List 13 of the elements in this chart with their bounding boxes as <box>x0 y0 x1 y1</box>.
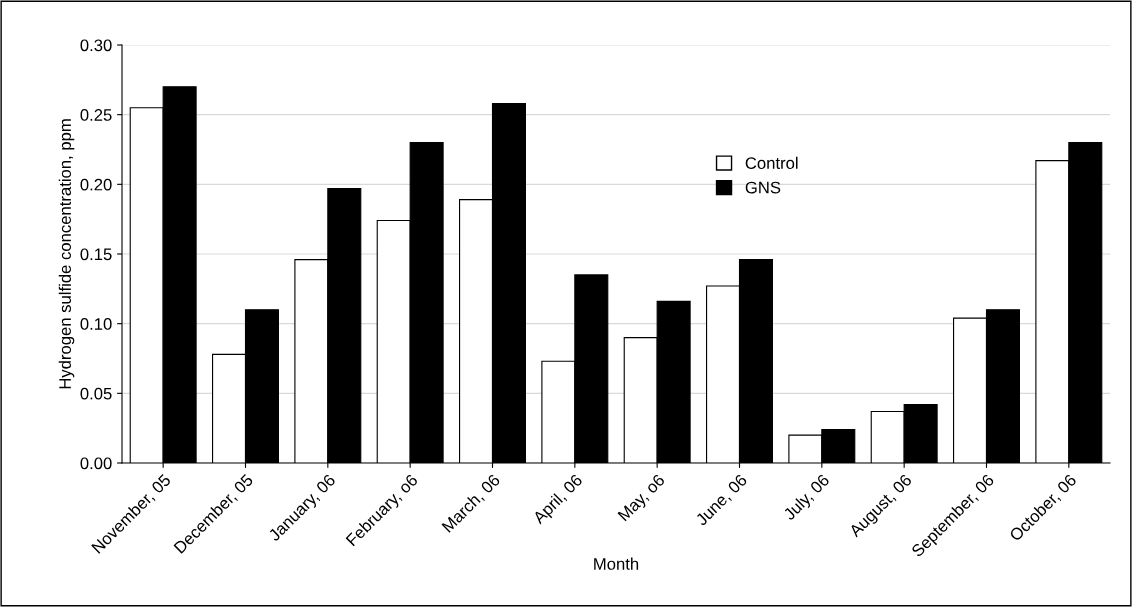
x-tick-label: May, o6 <box>617 473 668 524</box>
y-tick-label: 0.20 <box>80 178 112 191</box>
x-tick-label: July, 06 <box>782 473 833 524</box>
y-tick-label: 0.30 <box>80 39 112 52</box>
y-tick-label: 0.15 <box>80 248 112 261</box>
y-tick-label: 0.05 <box>80 387 112 400</box>
y-tick-label: 0.00 <box>80 457 112 470</box>
y-tick-label: 0.25 <box>80 109 112 121</box>
y-tick-label: 0.10 <box>80 318 112 330</box>
legend-label: GNS <box>745 181 781 194</box>
x-axis-title: Month <box>594 557 639 570</box>
legend-label: Control <box>745 156 798 169</box>
y-axis-title: Hydrogen sulfide concentration, ppm <box>58 119 75 389</box>
